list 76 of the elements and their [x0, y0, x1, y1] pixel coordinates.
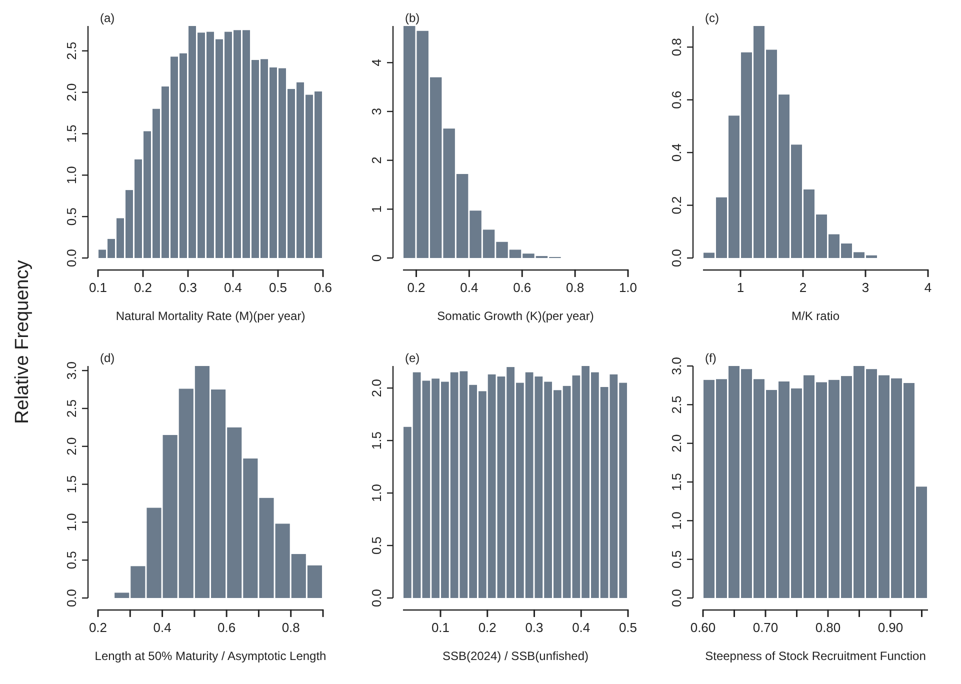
y-tick-label: 0.5 — [669, 550, 684, 568]
y-axis-title: Relative Frequency — [12, 260, 33, 424]
chart-title: (a) — [100, 11, 115, 25]
y-tick-label: 0.0 — [64, 248, 79, 268]
y-tick-label: 3 — [369, 108, 384, 116]
x-tick-label: 3 — [862, 280, 870, 295]
chart-title: (d) — [100, 351, 115, 365]
y-tick-label: 0.6 — [669, 90, 684, 109]
chart-title: (e) — [405, 351, 420, 365]
y-tick-label: 0.0 — [64, 588, 79, 608]
x-tick-label: 0.1 — [431, 620, 450, 635]
y-tick-label: 3.0 — [64, 362, 79, 380]
x-tick-label: 2 — [799, 280, 807, 295]
x-axis-title: Length at 50% Maturity / Asymptotic Length — [94, 649, 326, 663]
y-tick-label: 0.5 — [64, 551, 79, 570]
y-tick-label: 1.0 — [369, 484, 384, 502]
x-tick-label: 0.6 — [513, 280, 532, 295]
y-tick-label: 1.0 — [669, 512, 684, 530]
x-axis-title: Steepness of Stock Recruitment Function — [705, 649, 926, 663]
chart-title: (b) — [405, 11, 420, 25]
x-tick-label: 0.60 — [690, 620, 716, 635]
y-tick-label: 0.5 — [64, 208, 79, 226]
x-tick-label: 0.4 — [224, 280, 242, 295]
y-tick-label: 2 — [369, 156, 384, 164]
y-tick-label: 4 — [369, 59, 384, 66]
x-tick-label: 1 — [736, 280, 744, 295]
x-axis-title: SSB(2024) / SSB(unfished) — [442, 649, 589, 663]
y-tick-label: 1.5 — [64, 475, 79, 494]
x-axis-title: Somatic Growth (K)(per year) — [437, 309, 594, 323]
x-tick-label: 0.6 — [218, 620, 236, 635]
y-tick-label: 2.0 — [64, 437, 79, 456]
y-tick-label: 0.2 — [669, 196, 684, 214]
x-tick-label: 0.5 — [268, 280, 288, 295]
y-tick-label: 1.0 — [64, 513, 79, 532]
y-tick-label: 0.8 — [669, 38, 684, 56]
chart-title: (f) — [705, 351, 716, 365]
y-tick-label: 0.5 — [369, 536, 384, 555]
x-tick-label: 0.2 — [88, 620, 108, 635]
x-tick-label: 0.2 — [478, 620, 496, 635]
x-tick-label: 0.2 — [407, 280, 426, 295]
x-tick-label: 0.2 — [134, 280, 152, 295]
y-tick-label: 2.0 — [669, 434, 684, 452]
y-tick-label: 1.5 — [669, 472, 684, 492]
y-tick-label: 1 — [369, 206, 384, 213]
y-tick-label: 0.0 — [669, 588, 684, 608]
y-tick-label: 1.5 — [64, 124, 79, 143]
chart-title: (c) — [705, 11, 719, 25]
x-tick-label: 0.5 — [618, 620, 638, 635]
x-tick-label: 0.8 — [282, 620, 300, 635]
y-tick-label: 1.0 — [64, 166, 79, 184]
x-tick-label: 0.3 — [178, 280, 198, 295]
x-tick-label: 0.90 — [878, 620, 904, 635]
x-axis-title: M/K ratio — [791, 309, 840, 323]
y-tick-label: 3.0 — [669, 356, 684, 376]
x-tick-label: 0.3 — [525, 620, 544, 635]
x-tick-label: 0.8 — [566, 280, 584, 295]
y-tick-label: 2.5 — [64, 42, 79, 60]
y-tick-label: 0.0 — [669, 248, 684, 268]
y-tick-label: 2.0 — [64, 83, 79, 102]
y-tick-label: 0 — [369, 254, 384, 262]
y-tick-label: 2.5 — [64, 399, 79, 418]
x-axis-title: Natural Mortality Rate (M)(per year) — [116, 309, 306, 323]
x-tick-label: 0.4 — [572, 620, 590, 635]
x-tick-label: 0.80 — [815, 620, 841, 635]
y-tick-label: 0.0 — [369, 588, 384, 608]
y-tick-label: 2.0 — [369, 379, 384, 398]
x-tick-label: 0.70 — [752, 620, 778, 635]
x-tick-label: 0.1 — [88, 280, 108, 295]
y-tick-label: 1.5 — [369, 431, 384, 450]
x-tick-label: 4 — [924, 280, 932, 295]
x-tick-label: 0.4 — [153, 620, 172, 635]
y-tick-label: 2.5 — [669, 396, 684, 414]
x-tick-label: 0.6 — [314, 280, 332, 295]
x-tick-label: 1.0 — [618, 280, 638, 295]
y-tick-label: 0.4 — [669, 144, 684, 162]
x-tick-label: 0.4 — [460, 280, 478, 295]
